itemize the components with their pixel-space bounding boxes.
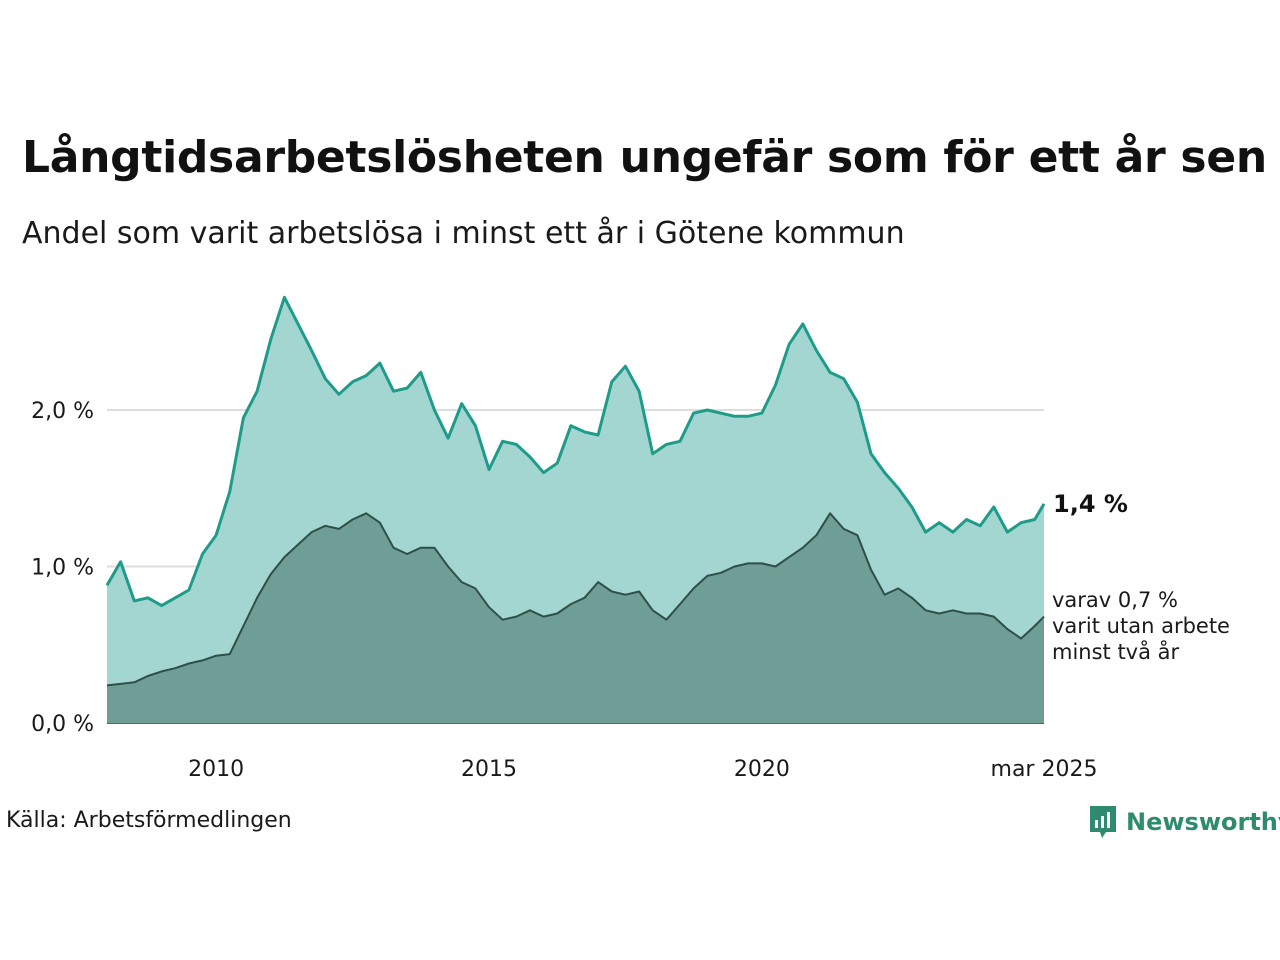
y-tick-label: 2,0 % (31, 399, 94, 424)
x-tick-label: mar 2025 (991, 757, 1098, 782)
brand-logo: Newsworthy (1088, 802, 1280, 842)
brand-name: Newsworthy (1126, 808, 1280, 836)
end-label-total: 1,4 % (1053, 490, 1128, 518)
end-label-sub-line-2: varit utan arbete (1052, 614, 1230, 638)
chart-title: Långtidsarbetslösheten ungefär som för e… (22, 132, 1267, 183)
x-tick-label: 2020 (734, 757, 790, 782)
series-two-years-line (106, 512, 1045, 687)
chart-areas (105, 295, 1046, 723)
x-tick-label: 2010 (188, 757, 244, 782)
series-long-term-line (105, 295, 1046, 608)
newsworthy-logo-icon (1090, 806, 1116, 838)
end-labels: 1,4 % varav 0,7 % varit utan arbete mins… (1052, 490, 1230, 664)
x-tick-label: 2015 (461, 757, 517, 782)
end-label-sub-line-3: minst två år (1052, 639, 1180, 664)
axis-labels: 0,0 % 1,0 % 2,0 % 2010 2015 2020 mar 2025 (31, 399, 1097, 782)
series-two-years-area (107, 513, 1044, 723)
source-note: Källa: Arbetsförmedlingen (6, 808, 292, 833)
chart-subtitle: Andel som varit arbetslösa i minst ett å… (22, 216, 905, 251)
y-tick-label: 0,0 % (31, 712, 94, 737)
y-tick-label: 1,0 % (31, 556, 94, 581)
end-label-sub-line-1: varav 0,7 % (1052, 588, 1178, 612)
